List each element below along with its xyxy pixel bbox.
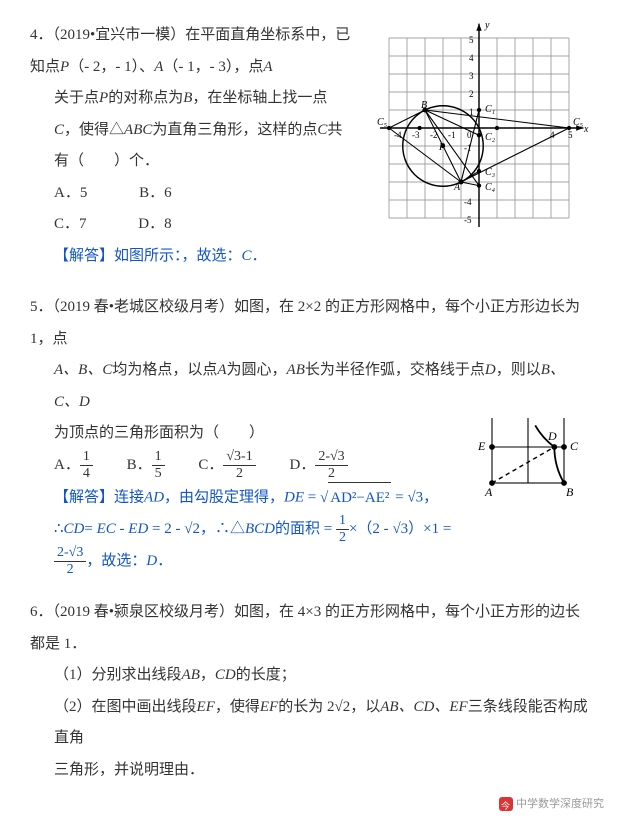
problem-6: 6．（2019 春•颍泉区校级月考）如图，在 4×3 的正方形网格中，每个小正方… xyxy=(30,597,589,786)
figure-problem-4: x y B A C₅ C₅ C₁ C₂ C₃ C₄ P -4 -3 -2 -1 0 4 5 1 2… xyxy=(359,20,589,248)
svg-text:5: 5 xyxy=(469,35,474,45)
problem-5: 5．（2019 春•老城区校级月考）如图，在 2×2 的正方形网格中，每个小正方… xyxy=(30,292,589,577)
svg-text:B: B xyxy=(566,485,574,499)
part2: （2）在图中画出线段EF，使得EF的长为 2√2，以AB、CD、EF三条线段能否… xyxy=(30,692,589,755)
svg-text:2: 2 xyxy=(469,89,474,99)
svg-text:-1: -1 xyxy=(448,130,456,140)
watermark: 中学数学深度研究 xyxy=(499,793,604,816)
svg-text:1: 1 xyxy=(469,107,474,117)
svg-text:C₄: C₄ xyxy=(485,182,496,193)
svg-text:A: A xyxy=(453,182,461,193)
svg-text:0: 0 xyxy=(467,130,472,140)
svg-text:-1: -1 xyxy=(464,143,472,153)
svg-text:E: E xyxy=(477,439,486,453)
choice-a: A．14 xyxy=(54,450,93,482)
problem-4: x y B A C₅ C₅ C₁ C₂ C₃ C₄ P -4 -3 -2 -1 0 4 5 1 2… xyxy=(30,20,589,272)
svg-text:-2: -2 xyxy=(430,130,438,140)
svg-text:-5: -5 xyxy=(464,215,472,225)
choice-b: B．6 xyxy=(139,178,172,210)
choice-d: D．8 xyxy=(138,209,171,241)
svg-text:4: 4 xyxy=(469,53,474,63)
svg-text:C₅: C₅ xyxy=(573,117,584,128)
svg-text:x: x xyxy=(583,124,589,135)
svg-text:C₁: C₁ xyxy=(485,104,495,115)
svg-text:C₂: C₂ xyxy=(485,132,496,143)
svg-text:-3: -3 xyxy=(412,130,420,140)
svg-text:P: P xyxy=(438,142,445,153)
svg-text:A: A xyxy=(484,485,493,499)
svg-text:5: 5 xyxy=(568,130,573,140)
watermark-logo-icon xyxy=(499,797,513,811)
part1: （1）分别求出线段AB，CD的长度； xyxy=(30,660,589,692)
svg-text:B: B xyxy=(421,100,427,111)
svg-text:-4: -4 xyxy=(394,130,402,140)
svg-text:D: D xyxy=(547,429,557,443)
svg-text:-4: -4 xyxy=(464,197,472,207)
stem: 6．（2019 春•颍泉区校级月考）如图，在 4×3 的正方形网格中，每个小正方… xyxy=(30,597,589,660)
stem-line2: A、B、C均为格点，以点A为圆心，AB长为半径作弧，交格线于点D，则以B、C、D xyxy=(30,355,589,418)
choice-a: A．5 xyxy=(54,178,87,210)
choice-d: D．2-√32 xyxy=(289,450,347,482)
svg-text:3: 3 xyxy=(469,71,474,81)
choice-b: B．15 xyxy=(127,450,165,482)
part2b: 三角形，并说明理由． xyxy=(30,755,589,787)
svg-text:y: y xyxy=(484,20,490,31)
answer-line2: ∴CD= EC - ED = 2 - √2，∴△BCD的面积 = 12×（2 -… xyxy=(30,514,589,577)
svg-text:C: C xyxy=(570,439,579,453)
svg-text:C₃: C₃ xyxy=(485,167,496,178)
figure-problem-5: A B C E D xyxy=(474,418,589,516)
svg-text:C₅: C₅ xyxy=(377,117,388,128)
choice-c: C．√3-12 xyxy=(198,450,255,482)
stem: 5．（2019 春•老城区校级月考）如图，在 2×2 的正方形网格中，每个小正方… xyxy=(30,292,589,355)
choice-c: C．7 xyxy=(54,209,87,241)
svg-text:4: 4 xyxy=(550,130,555,140)
